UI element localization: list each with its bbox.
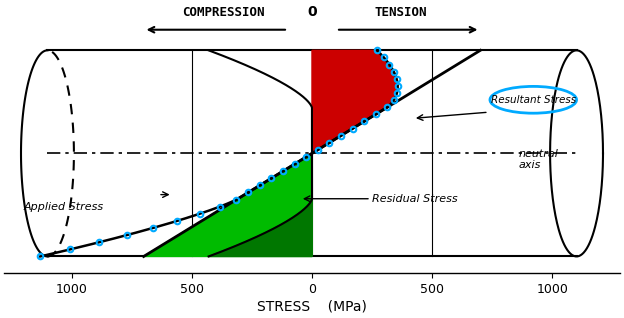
X-axis label: STRESS    (MPa): STRESS (MPa) xyxy=(257,300,367,314)
Text: neutral
axis: neutral axis xyxy=(519,149,558,170)
Text: COMPRESSION: COMPRESSION xyxy=(182,6,265,19)
Text: Applied Stress: Applied Stress xyxy=(24,202,104,212)
Text: Resultant Stress: Resultant Stress xyxy=(490,95,576,105)
Text: TENSION: TENSION xyxy=(375,6,427,19)
Text: 0: 0 xyxy=(307,5,317,19)
Polygon shape xyxy=(144,153,312,256)
Text: Residual Stress: Residual Stress xyxy=(372,194,458,204)
Polygon shape xyxy=(312,50,397,153)
Polygon shape xyxy=(208,153,312,256)
